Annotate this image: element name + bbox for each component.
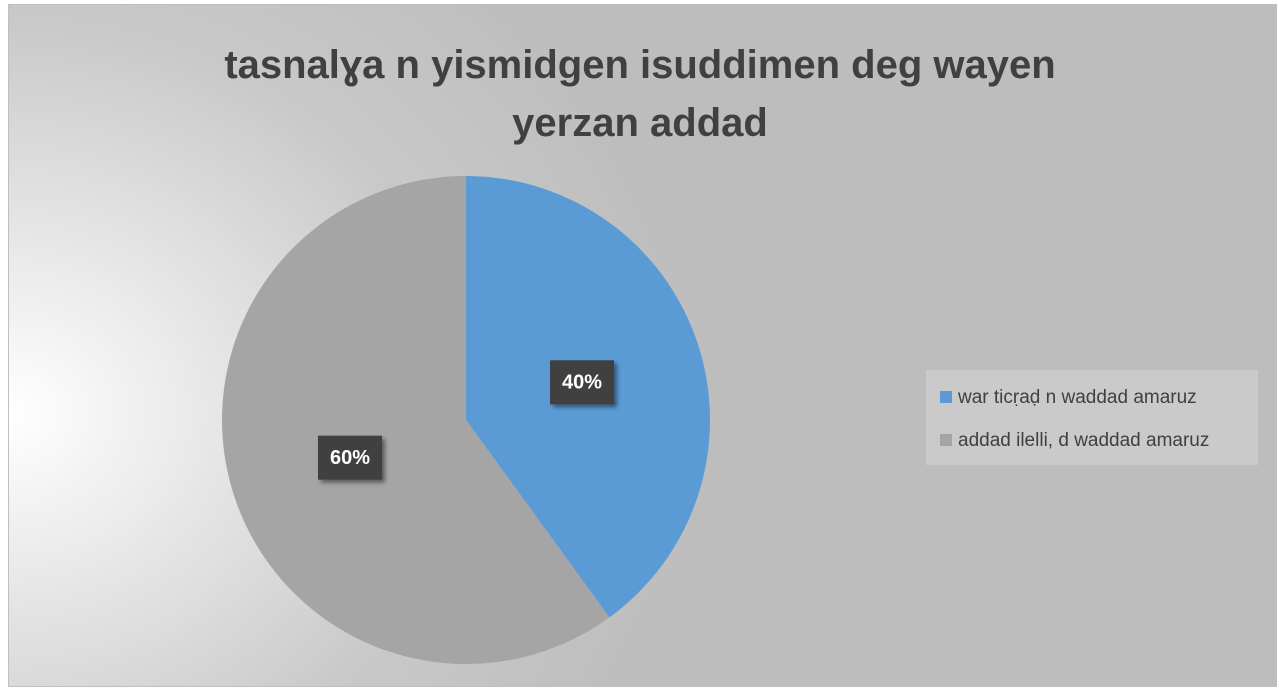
- chart-title: tasnalɣa n yismidgen isuddimen deg wayen…: [224, 43, 1056, 145]
- pie-slice: [221, 176, 610, 664]
- legend-swatch: [940, 391, 952, 403]
- legend-label: addad ilelli, d waddad amaruz: [958, 430, 1209, 451]
- legend-box: [926, 370, 1258, 465]
- data-label-box: [550, 360, 615, 405]
- data-label-box: [317, 435, 382, 480]
- legend-label: war ticṛaḍ n waddad amaruz: [957, 387, 1197, 408]
- data-label: 60%: [330, 447, 370, 469]
- data-label: 40%: [562, 372, 602, 394]
- legend-swatch: [940, 434, 952, 446]
